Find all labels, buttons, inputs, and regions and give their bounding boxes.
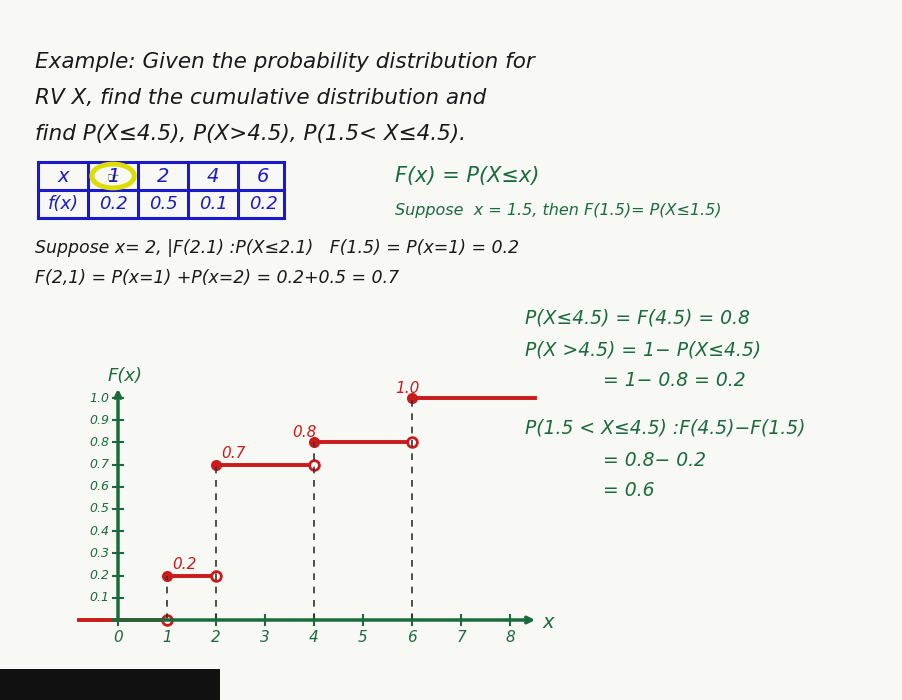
Text: P(X≤4.5) = F(4.5) = 0.8: P(X≤4.5) = F(4.5) = 0.8 [525,309,750,328]
Text: 0.5: 0.5 [149,195,178,213]
Text: Example: Given the probability distribution for: Example: Given the probability distribut… [35,52,535,72]
Text: 0: 0 [113,629,123,645]
Text: = 0.6: = 0.6 [525,480,655,500]
Text: 0.5: 0.5 [89,503,109,515]
Text: 4: 4 [309,629,319,645]
Text: 1: 1 [162,629,172,645]
Text: Screencast-O-Matic.com: Screencast-O-Matic.com [5,676,215,692]
Text: 1.0: 1.0 [395,381,419,395]
Text: F(x) = P(X≤x): F(x) = P(X≤x) [395,166,539,186]
Text: 0.1: 0.1 [89,592,109,604]
Text: 4: 4 [207,167,219,186]
Text: 6: 6 [257,167,269,186]
Text: 2: 2 [157,167,170,186]
Text: = 1− 0.8 = 0.2: = 1− 0.8 = 0.2 [525,370,746,389]
Text: 0.3: 0.3 [89,547,109,560]
Text: Suppose x= 2, |F(2.1) :P(X≤2.1)   F(1.5) = P(x=1) = 0.2: Suppose x= 2, |F(2.1) :P(X≤2.1) F(1.5) =… [35,239,519,257]
Text: 6: 6 [407,629,417,645]
Text: P(1.5 < X≤4.5) :F(4.5)−F(1.5): P(1.5 < X≤4.5) :F(4.5)−F(1.5) [525,419,805,438]
Text: 0.2: 0.2 [89,569,109,582]
Text: find P(X≤4.5), P(X>4.5), P(1.5< X≤4.5).: find P(X≤4.5), P(X>4.5), P(1.5< X≤4.5). [35,124,466,144]
Text: 0.7: 0.7 [89,458,109,471]
Text: F(x): F(x) [108,367,143,385]
Text: F(2,1) = P(x=1) +P(x=2) = 0.2+0.5 = 0.7: F(2,1) = P(x=1) +P(x=2) = 0.2+0.5 = 0.7 [35,269,399,287]
Text: f(x): f(x) [48,195,78,213]
Text: P(X >4.5) = 1− P(X≤4.5): P(X >4.5) = 1− P(X≤4.5) [525,340,761,360]
Text: 1: 1 [106,167,119,186]
Text: 0.6: 0.6 [89,480,109,494]
Text: 5: 5 [358,629,368,645]
Text: 0.2: 0.2 [249,195,278,213]
Text: 0.8: 0.8 [89,436,109,449]
Text: 0.2: 0.2 [98,195,127,213]
Text: ☞: ☞ [106,170,119,184]
Text: 3: 3 [260,629,270,645]
Text: 0.2: 0.2 [172,557,197,572]
Bar [0,669,220,700]
Text: 0.8: 0.8 [292,425,317,440]
Text: 0.9: 0.9 [89,414,109,427]
Text: = 0.8− 0.2: = 0.8− 0.2 [525,451,706,470]
Text: 0.4: 0.4 [89,525,109,538]
Text: 1.0: 1.0 [89,391,109,405]
Text: Suppose  x = 1.5, then F(1.5)= P(X≤1.5): Suppose x = 1.5, then F(1.5)= P(X≤1.5) [395,202,722,218]
Text: 8: 8 [505,629,515,645]
Text: RV X, find the cumulative distribution and: RV X, find the cumulative distribution a… [35,88,486,108]
Text: 2: 2 [211,629,221,645]
Text: 0.1: 0.1 [198,195,227,213]
Text: 7: 7 [456,629,465,645]
Text: x: x [543,613,555,633]
Text: x: x [57,167,69,186]
Text: 0.7: 0.7 [221,446,245,461]
